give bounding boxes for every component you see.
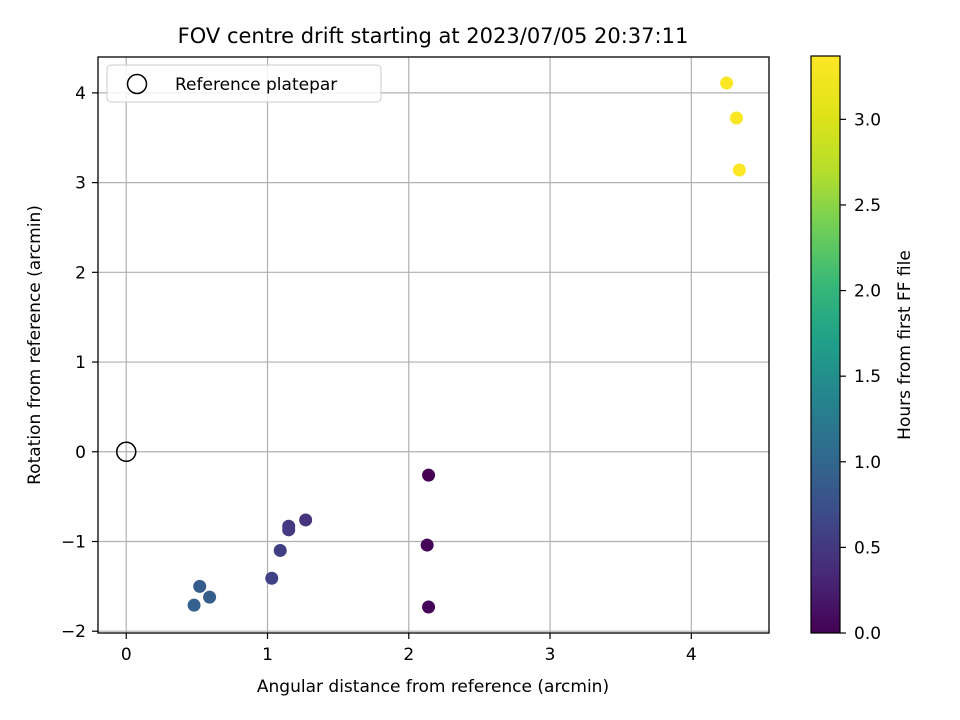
legend-marker-reference [126,73,148,95]
y-axis-label: Rotation from reference (arcmin) [25,205,45,485]
data-point [420,538,434,552]
colorbar-tick-label: 2.5 [854,196,881,216]
data-point [422,468,436,482]
y-tick-label: −2 [61,622,86,642]
data-point [187,598,201,612]
y-tick-label: −1 [61,532,86,552]
reference-platepar-marker [116,441,137,463]
data-point [730,111,744,125]
plot-frame [97,56,770,634]
data-point [422,600,436,614]
colorbar-ticks: 0.0 0.5 1.0 1.5 2.0 2.5 3.0 [840,110,881,644]
x-axis-label: Angular distance from reference (arcmin) [257,677,609,697]
y-tick-label: 0 [75,443,86,463]
chart-title: FOV centre drift starting at 2023/07/05 … [178,24,689,48]
legend-label-reference: Reference platepar [175,75,337,95]
colorbar-tick-label: 0.5 [854,538,881,558]
colorbar-label: Hours from first FF file [895,250,915,440]
data-point [265,571,279,585]
colorbar-tick-label: 2.0 [854,282,881,302]
x-tick-label: 0 [121,645,132,665]
x-tick-label: 3 [545,645,556,665]
x-tick-label: 4 [686,645,697,665]
data-point [273,543,287,557]
data-point [193,579,207,593]
x-tick-label: 1 [262,645,273,665]
legend: Reference platepar [106,64,382,103]
y-tick-label: 2 [75,263,86,283]
data-point [203,590,217,604]
colorbar-tick-label: 0.0 [854,624,881,644]
data-points [116,76,746,614]
data-point [299,513,313,527]
colorbar-gradient [810,55,841,634]
colorbar: 0.0 0.5 1.0 1.5 2.0 2.5 3.0 Hours from first F… [810,55,915,644]
grid [98,57,769,633]
legend-box [106,64,382,103]
y-tick-label: 3 [75,174,86,194]
colorbar-tick-label: 1.5 [854,367,881,387]
colorbar-tick-label: 1.0 [854,453,881,473]
y-tick-label: 1 [75,353,86,373]
colorbar-tick-label: 3.0 [854,110,881,130]
axis-ticks: 0 1 2 3 4 −2 −1 0 1 2 3 4 [61,84,697,665]
data-point [732,163,746,177]
data-point [282,523,296,537]
data-point [720,76,734,90]
x-tick-label: 2 [403,645,414,665]
y-tick-label: 4 [75,84,86,104]
